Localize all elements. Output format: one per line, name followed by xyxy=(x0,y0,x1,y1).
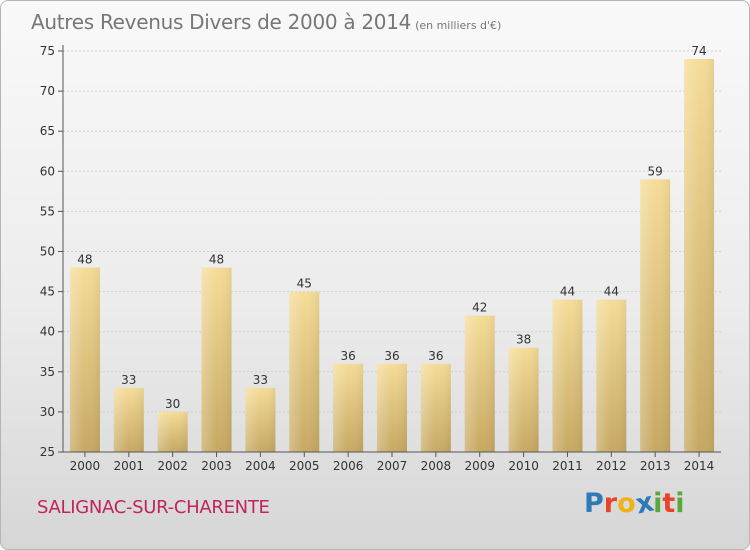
y-tick-label: 70 xyxy=(40,84,55,98)
logo-letter: t xyxy=(662,488,676,519)
data-label: 33 xyxy=(253,373,268,387)
data-label: 30 xyxy=(165,397,180,411)
logo-letter: i xyxy=(653,488,663,519)
y-tick-label: 40 xyxy=(40,325,55,339)
data-label: 45 xyxy=(297,277,312,291)
bar-shade xyxy=(508,347,539,452)
y-tick-label: 50 xyxy=(40,245,55,259)
chart-title: Autres Revenus Divers de 2000 à 2014 (en … xyxy=(31,10,501,34)
x-tick-label: 2001 xyxy=(114,459,145,473)
data-label: 48 xyxy=(77,253,92,267)
y-tick-label: 45 xyxy=(40,285,55,299)
bar-shade xyxy=(201,267,232,452)
y-tick-label: 30 xyxy=(40,405,55,419)
x-tick-label: 2006 xyxy=(333,459,364,473)
chart-title-text: Autres Revenus Divers de 2000 à 2014 xyxy=(31,10,412,34)
logo-letter: o xyxy=(617,488,636,519)
x-tick-label: 2004 xyxy=(245,459,276,473)
data-label: 38 xyxy=(516,333,531,347)
x-tick-label: 2000 xyxy=(70,459,101,473)
bar-shade xyxy=(684,59,715,453)
bar-shade xyxy=(289,291,320,452)
y-tick-label: 55 xyxy=(40,204,55,218)
data-label: 42 xyxy=(472,301,487,315)
x-tick-label: 2013 xyxy=(640,459,671,473)
logo-letter: r xyxy=(603,488,618,519)
x-tick-label: 2009 xyxy=(464,459,495,473)
x-tick-label: 2011 xyxy=(552,459,583,473)
chart-title-unit: (en milliers d'€) xyxy=(415,19,502,32)
logo-letter: P xyxy=(584,488,604,519)
bar-shade xyxy=(596,299,627,452)
x-tick-label: 2007 xyxy=(377,459,408,473)
x-tick-label: 2010 xyxy=(508,459,539,473)
bar-shade xyxy=(420,363,451,452)
y-tick-label: 25 xyxy=(40,445,55,459)
bar-shade xyxy=(333,363,364,452)
logo-letter: i xyxy=(675,488,685,519)
x-tick-label: 2003 xyxy=(201,459,232,473)
data-label: 44 xyxy=(604,285,619,299)
bar-shade xyxy=(245,387,276,452)
data-label: 36 xyxy=(384,349,399,363)
bar-shade xyxy=(69,267,100,452)
x-tick-label: 2014 xyxy=(684,459,715,473)
y-tick-label: 65 xyxy=(40,124,55,138)
x-tick-label: 2012 xyxy=(596,459,627,473)
y-tick-label: 35 xyxy=(40,365,55,379)
data-label: 74 xyxy=(691,44,706,58)
data-label: 48 xyxy=(209,253,224,267)
bar-chart: 25 30 35 40 45 50 55 60 65 70 75 48 2000 33 2001 30 2002… xyxy=(40,44,721,473)
bar-shade xyxy=(157,411,188,452)
bar-shade xyxy=(377,363,407,452)
y-tick-label: 60 xyxy=(40,164,55,178)
bar-shade xyxy=(113,387,144,452)
data-label: 36 xyxy=(340,349,355,363)
data-label: 59 xyxy=(648,164,663,178)
x-tick-label: 2002 xyxy=(157,459,188,473)
proxiti-logo: Proxiti xyxy=(584,487,685,521)
data-label: 36 xyxy=(428,349,443,363)
data-label: 44 xyxy=(560,285,575,299)
y-tick-label: 75 xyxy=(40,44,55,58)
bar-shade xyxy=(552,299,583,452)
x-tick-label: 2008 xyxy=(421,459,452,473)
commune-name: SALIGNAC-SUR-CHARENTE xyxy=(37,497,270,518)
x-tick-label: 2005 xyxy=(289,459,320,473)
data-label: 33 xyxy=(121,373,136,387)
bar-shade xyxy=(640,179,671,452)
bar-shade xyxy=(464,315,495,452)
